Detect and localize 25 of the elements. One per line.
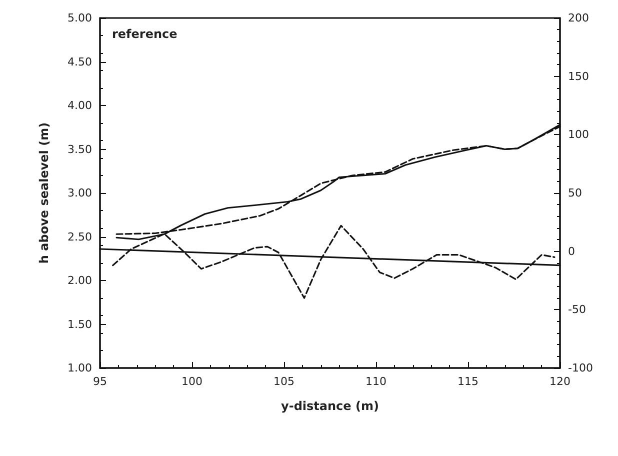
y-tick-label: 4.00 <box>68 99 92 112</box>
y2-tick-label: 0 <box>568 244 575 258</box>
y-tick-label: 5.00 <box>68 12 92 24</box>
y2-tick-label: 150 <box>568 70 589 83</box>
x-tick-label: 110 <box>366 375 386 388</box>
x-tick-label: 95 <box>93 375 107 388</box>
x-tick-label: 115 <box>458 375 478 388</box>
y2-tick-label: 200 <box>568 12 589 24</box>
y-tick-label: 2.00 <box>68 274 92 287</box>
y2-tick-label: 100 <box>568 128 589 142</box>
y2-tick-label: -50 <box>568 303 586 316</box>
y-tick-label: 3.50 <box>68 142 92 156</box>
y-tick-label: 2.50 <box>68 230 92 244</box>
y-tick-label: 4.50 <box>68 55 92 68</box>
y-tick-label: 3.00 <box>68 186 92 200</box>
y2-tick-label: 50 <box>568 186 582 200</box>
y2-tick-label: -100 <box>568 362 593 374</box>
x-tick-label: 105 <box>274 375 294 388</box>
annotation: reference <box>112 27 178 41</box>
y-axis-title: h above sealevel (m) <box>37 122 51 264</box>
x-axis-title: y-distance (m) <box>281 399 379 413</box>
x-tick-label: 100 <box>182 375 202 388</box>
y-tick-label: 1.50 <box>68 318 92 331</box>
x-tick-label: 120 <box>550 375 570 388</box>
y-tick-label: 1.00 <box>68 362 92 374</box>
